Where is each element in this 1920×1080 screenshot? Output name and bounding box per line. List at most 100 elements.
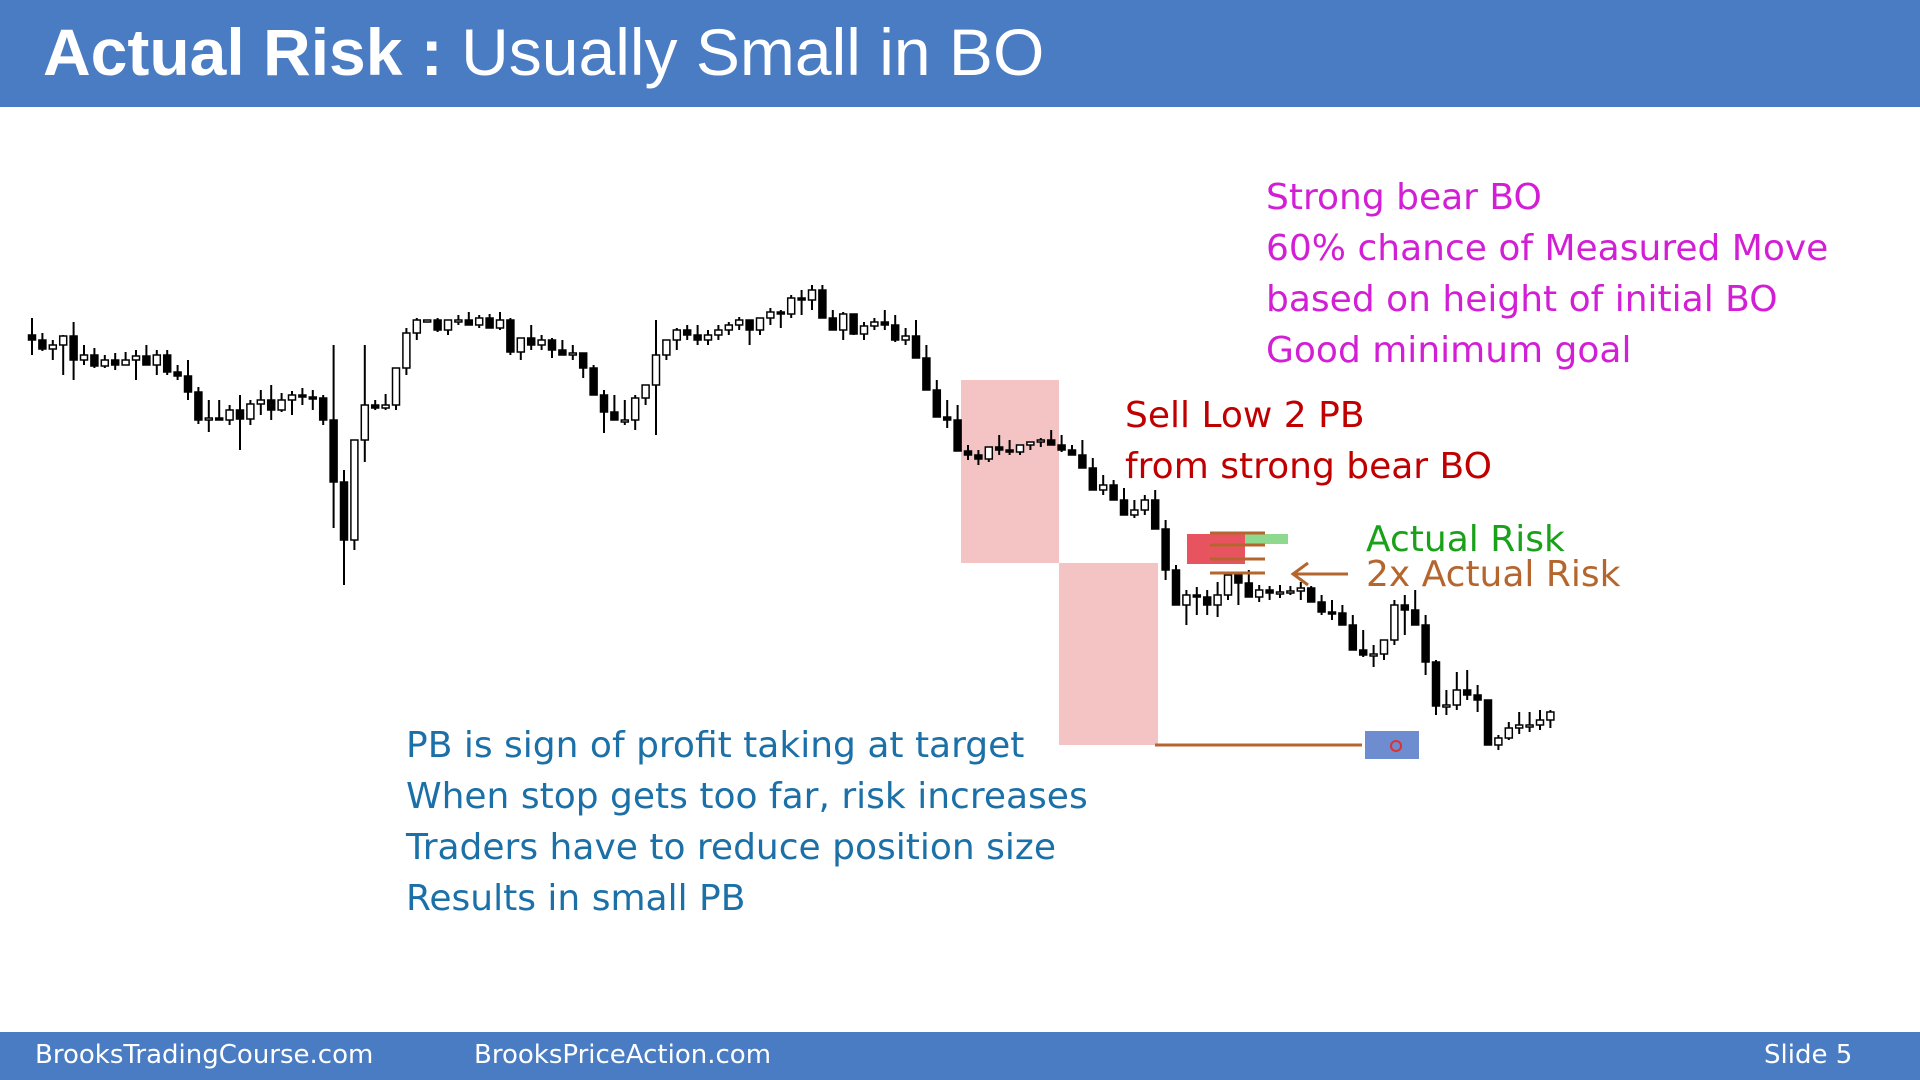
bull-candle bbox=[1098, 484, 1108, 491]
bear-candle bbox=[599, 394, 609, 413]
bull-candle bbox=[1026, 441, 1035, 446]
bull-candle bbox=[152, 354, 162, 366]
bear-candle bbox=[1431, 661, 1441, 707]
bear-candle bbox=[776, 311, 786, 315]
bull-candle bbox=[1140, 499, 1150, 511]
bull-candle bbox=[121, 359, 130, 366]
bear-candle bbox=[1150, 499, 1160, 530]
footer-bar: BrooksTradingCourse.com BrooksPriceActio… bbox=[0, 1032, 1920, 1080]
bear-breakout-box bbox=[961, 380, 1059, 563]
bull-candle bbox=[672, 329, 682, 341]
bull-candle bbox=[734, 319, 744, 326]
bear-candle bbox=[1109, 484, 1118, 501]
bull-candle bbox=[1036, 439, 1046, 443]
bull-candle bbox=[984, 446, 994, 460]
sell-annotation: Sell Low 2 PB from strong bear BO bbox=[1125, 390, 1492, 492]
bear-bo-annotation: Strong bear BO 60% chance of Measured Mo… bbox=[1266, 172, 1828, 376]
bear-candle bbox=[329, 419, 338, 483]
bull-candle bbox=[495, 319, 505, 329]
note-line-4: Results in small PB bbox=[406, 878, 746, 919]
bull-candle bbox=[1275, 591, 1285, 595]
bull-candle bbox=[277, 399, 286, 411]
title-bold: Actual Risk : bbox=[43, 15, 443, 89]
bull-candle bbox=[662, 339, 671, 356]
arrow-head bbox=[1290, 561, 1309, 587]
footer-left-link[interactable]: BrooksTradingCourse.com bbox=[35, 1040, 374, 1070]
bear-candle bbox=[1265, 589, 1274, 594]
bear-candle bbox=[589, 367, 598, 396]
bull-candle bbox=[870, 321, 879, 327]
bull-candle bbox=[360, 404, 370, 441]
bear-candle bbox=[578, 352, 588, 369]
bull-candle bbox=[256, 399, 266, 405]
bull-candle bbox=[1369, 653, 1378, 657]
bull-candle bbox=[901, 335, 910, 341]
bear-candle bbox=[110, 359, 120, 366]
bull-candle bbox=[204, 417, 214, 421]
bear-candle bbox=[69, 335, 78, 361]
bear-candle bbox=[173, 371, 182, 377]
bull-candle bbox=[454, 319, 463, 323]
bull-candle bbox=[412, 319, 422, 334]
bear-candle bbox=[880, 321, 890, 326]
candles bbox=[27, 285, 1555, 750]
bear-candle bbox=[911, 335, 921, 359]
double-risk-label: 2x Actual Risk bbox=[1366, 554, 1621, 595]
bear-candle bbox=[1057, 444, 1066, 451]
bear-candle bbox=[526, 337, 536, 346]
bear-candle bbox=[1348, 624, 1358, 651]
note-line-3: Traders have to reduce position size bbox=[406, 827, 1056, 868]
bear-candle bbox=[464, 319, 474, 326]
bear-candle bbox=[1244, 582, 1254, 598]
bear-bo-line-3: based on height of initial BO bbox=[1266, 279, 1778, 320]
bear-candle bbox=[90, 354, 99, 367]
bull-candle bbox=[1296, 587, 1306, 592]
bear-candle bbox=[298, 394, 307, 398]
bull-candle bbox=[1254, 589, 1264, 598]
bull-candle bbox=[766, 311, 775, 319]
bull-candle bbox=[714, 329, 723, 336]
measured-move-box bbox=[1059, 563, 1158, 745]
bear-candle bbox=[682, 329, 692, 336]
bull-candle bbox=[568, 352, 578, 356]
bear-candle bbox=[547, 339, 557, 351]
bear-candle bbox=[214, 417, 224, 421]
bear-candle bbox=[308, 396, 318, 400]
bear-candle bbox=[1234, 574, 1243, 584]
bull-candle bbox=[48, 344, 58, 350]
slide-title: Actual Risk : Usually Small in BO bbox=[43, 14, 1044, 90]
bull-candle bbox=[391, 367, 401, 406]
bear-candle bbox=[922, 357, 931, 391]
bear-candle bbox=[183, 375, 193, 393]
bear-candle bbox=[194, 391, 203, 421]
bull-candle bbox=[1130, 509, 1139, 516]
bear-candle bbox=[1088, 467, 1098, 491]
bull-candle bbox=[755, 317, 765, 331]
target-marker bbox=[1390, 740, 1402, 752]
bull-candle bbox=[1514, 724, 1524, 729]
bear-candle bbox=[38, 339, 47, 350]
bull-candle bbox=[225, 409, 234, 421]
bear-candle bbox=[1421, 624, 1430, 663]
bear-candle bbox=[27, 334, 37, 341]
bear-candle bbox=[1119, 499, 1129, 516]
bear-candle bbox=[963, 450, 973, 456]
bull-candle bbox=[1182, 594, 1191, 606]
bull-candle bbox=[1213, 594, 1222, 606]
bear-candle bbox=[1192, 594, 1202, 598]
bull-candle bbox=[443, 319, 453, 331]
bull-candle bbox=[620, 419, 630, 423]
actual-risk-bar bbox=[1245, 534, 1288, 544]
bear-candle bbox=[994, 446, 1004, 451]
bull-candle bbox=[1286, 590, 1295, 594]
bull-candle bbox=[1390, 604, 1399, 641]
bull-candle bbox=[246, 403, 255, 420]
bear-candle bbox=[890, 324, 900, 341]
bull-candle bbox=[1525, 724, 1534, 728]
bear-candle bbox=[1306, 587, 1316, 603]
bear-candle bbox=[797, 297, 806, 301]
footer-middle-link[interactable]: BrooksPriceAction.com bbox=[474, 1040, 772, 1070]
bear-candle bbox=[162, 354, 172, 373]
bear-candle bbox=[339, 481, 349, 541]
bear-candle bbox=[953, 419, 962, 452]
